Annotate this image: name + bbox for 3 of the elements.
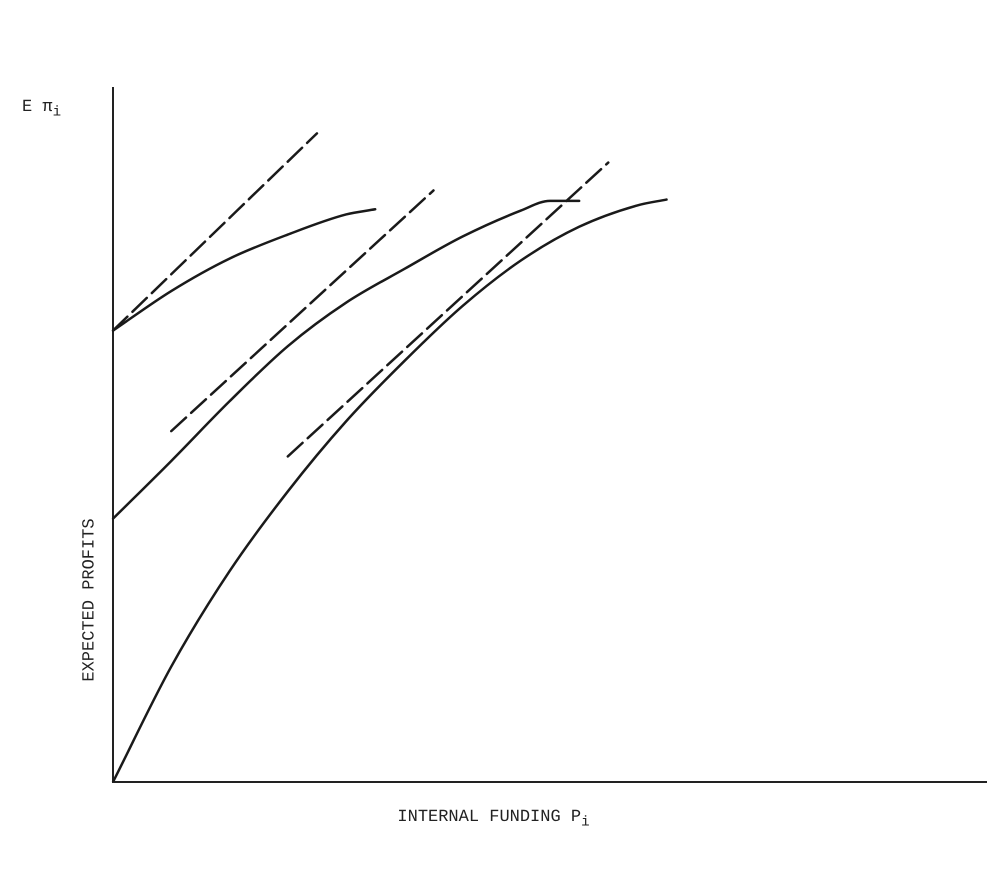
x-axis-title: INTERNAL FUNDING P$_{i}$ bbox=[396, 808, 591, 830]
y-axis-title: EXPECTED PROFITS bbox=[80, 518, 100, 682]
text: E π$_{i}$ bbox=[22, 98, 62, 120]
